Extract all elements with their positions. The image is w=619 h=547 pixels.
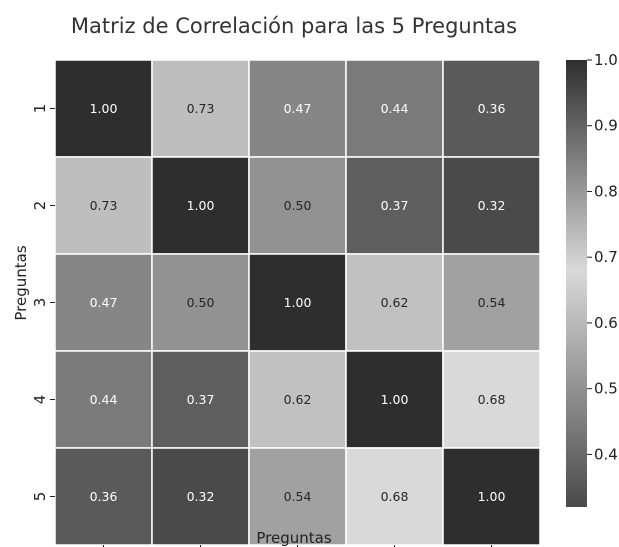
colorbar-tick-label: 0.8	[594, 182, 618, 200]
cell-value-label-r5-c4: 0.68	[381, 489, 409, 504]
heatmap-cell-r4-c2	[151, 350, 250, 449]
x-axis-label: Preguntas	[256, 529, 331, 547]
heatmap-cell-r1-c2	[151, 59, 250, 158]
cell-value-label-r3-c2: 0.50	[187, 295, 215, 310]
heatmap-cell-r5-c5	[442, 447, 541, 546]
heatmap-cell-r1-c3	[248, 59, 347, 158]
cell-value-label-r5-c3: 0.54	[284, 489, 312, 504]
cell-value-label-r1-c5: 0.36	[478, 101, 506, 116]
cell-value-label-r5-c1: 0.36	[90, 489, 118, 504]
cell-value-label-r2-c1: 0.73	[90, 198, 118, 213]
colorbar-tick-label: 0.9	[594, 117, 618, 135]
y-axis-ticks: 1 2 3 4 5	[31, 104, 55, 502]
heatmap-cell-labels: 1.00 0.73 0.47 0.44 0.36 0.73 1.00 0.50 0.37 0.32…	[90, 101, 506, 504]
y-axis-label: Preguntas	[12, 245, 30, 320]
y-tick-label: 4	[31, 395, 49, 405]
cell-value-label-r4-c2: 0.37	[187, 392, 215, 407]
colorbar-tick-label: 1.0	[594, 51, 618, 69]
heatmap-cell-r3-c4	[345, 253, 444, 352]
cell-value-label-r4-c5: 0.68	[478, 392, 506, 407]
colorbar-tick-label: 0.7	[594, 248, 618, 266]
heatmap-cell-r3-c2	[151, 253, 250, 352]
cell-value-label-r4-c1: 0.44	[90, 392, 118, 407]
cell-value-label-r5-c5: 1.00	[478, 489, 506, 504]
heatmap-cell-r1-c1	[54, 59, 153, 158]
cell-value-label-r2-c2: 1.00	[187, 198, 215, 213]
heatmap-cell-r4-c3	[248, 350, 347, 449]
cell-value-label-r3-c3: 1.00	[284, 295, 312, 310]
cell-value-label-r3-c4: 0.62	[381, 295, 409, 310]
cell-value-label-r3-c1: 0.47	[90, 295, 118, 310]
heatmap-cell-r5-c3	[248, 447, 347, 546]
y-tick-label: 2	[31, 201, 49, 211]
colorbar-tick-label: 0.6	[594, 314, 618, 332]
heatmap-cell-r5-c2	[151, 447, 250, 546]
heatmap-cell-r2-c5	[442, 156, 541, 255]
cell-value-label-r1-c4: 0.44	[381, 101, 409, 116]
heatmap-cell-r3-c5	[442, 253, 541, 352]
cell-value-label-r2-c5: 0.32	[478, 198, 506, 213]
cell-value-label-r4-c4: 1.00	[381, 392, 409, 407]
cell-value-label-r3-c5: 0.54	[478, 295, 506, 310]
heatmap-cell-r4-c5	[442, 350, 541, 449]
colorbar-tick-label: 0.5	[594, 380, 618, 398]
y-tick-label: 1	[31, 104, 49, 114]
cell-value-label-r5-c2: 0.32	[187, 489, 215, 504]
colorbar-gradient	[566, 60, 587, 507]
colorbar-tick-label: 0.4	[594, 445, 618, 463]
cell-value-label-r2-c4: 0.37	[381, 198, 409, 213]
cell-value-label-r1-c3: 0.47	[284, 101, 312, 116]
heatmap-cell-r5-c1	[54, 447, 153, 546]
heatmap-cell-r1-c4	[345, 59, 444, 158]
heatmap-cell-r4-c4	[345, 350, 444, 449]
heatmap-cells	[54, 59, 541, 546]
y-tick-label: 3	[31, 298, 49, 308]
chart-title: Matriz de Correlación para las 5 Pregunt…	[71, 14, 517, 38]
cell-value-label-r1-c2: 0.73	[187, 101, 215, 116]
y-tick-label: 5	[31, 492, 49, 502]
cell-value-label-r4-c3: 0.62	[284, 392, 312, 407]
heatmap-cell-r2-c3	[248, 156, 347, 255]
colorbar-ticks: 1.0 0.9 0.8 0.7 0.6 0.5 0.4	[587, 51, 618, 463]
cell-value-label-r1-c1: 1.00	[90, 101, 118, 116]
colorbar: 1.0 0.9 0.8 0.7 0.6 0.5 0.4	[566, 51, 618, 507]
cell-value-label-r2-c3: 0.50	[284, 198, 312, 213]
